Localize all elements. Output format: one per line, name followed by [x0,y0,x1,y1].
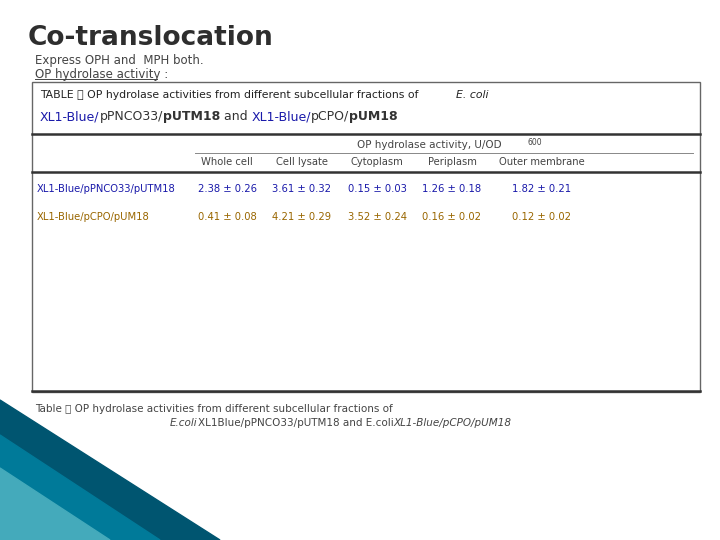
Text: 1.26 ± 0.18: 1.26 ± 0.18 [423,184,482,194]
Text: 3.61 ± 0.32: 3.61 ± 0.32 [272,184,331,194]
Text: 3.52 ± 0.24: 3.52 ± 0.24 [348,212,407,222]
Text: 4.21 ± 0.29: 4.21 ± 0.29 [272,212,332,222]
Text: Table ： OP hydrolase activities from different subcellular fractions of: Table ： OP hydrolase activities from dif… [35,404,392,414]
Text: Cytoplasm: Cytoplasm [351,157,403,167]
Text: Whole cell: Whole cell [201,157,253,167]
Text: XL1-Blue/pCPO/pUM18: XL1-Blue/pCPO/pUM18 [393,418,511,428]
Text: OP hydrolase activity :: OP hydrolase activity : [35,68,168,81]
Polygon shape [0,400,220,540]
Bar [32,82,700,392]
Polygon shape [0,435,160,540]
Text: pUTM18: pUTM18 [163,110,220,123]
Text: E. coli: E. coli [456,90,488,100]
Text: 0.16 ± 0.02: 0.16 ± 0.02 [423,212,482,222]
Text: 2.38 ± 0.26: 2.38 ± 0.26 [197,184,256,194]
Text: 0.12 ± 0.02: 0.12 ± 0.02 [513,212,572,222]
Polygon shape [0,468,110,540]
Text: pCPO/: pCPO/ [311,110,349,123]
Text: 600: 600 [528,138,543,147]
Text: and: and [220,110,252,123]
Text: XL1-Blue/pCPO/pUM18: XL1-Blue/pCPO/pUM18 [37,212,150,222]
Text: XL1Blue/pPNCO33/pUTM18 and E.coli: XL1Blue/pPNCO33/pUTM18 and E.coli [197,418,393,428]
Text: Cell lysate: Cell lysate [276,157,328,167]
Text: 1.82 ± 0.21: 1.82 ± 0.21 [513,184,572,194]
Text: E.coli: E.coli [170,418,197,428]
Text: Co-translocation: Co-translocation [28,25,274,51]
Text: 0.15 ± 0.03: 0.15 ± 0.03 [348,184,406,194]
Text: Periplasm: Periplasm [428,157,477,167]
Text: Express OPH and  MPH both.: Express OPH and MPH both. [35,54,204,67]
Text: pUM18: pUM18 [349,110,398,123]
Text: TABLE ： OP hydrolase activities from different subcellular fractions of: TABLE ： OP hydrolase activities from dif… [40,90,422,100]
Text: XL1-Blue/: XL1-Blue/ [40,110,99,123]
Text: OP hydrolase activity, U/OD: OP hydrolase activity, U/OD [356,140,501,150]
Text: XL1-Blue/pPNCO33/pUTM18: XL1-Blue/pPNCO33/pUTM18 [37,184,176,194]
Text: pPNCO33/: pPNCO33/ [99,110,163,123]
Text: Outer membrane: Outer membrane [499,157,585,167]
Text: XL1-Blue/: XL1-Blue/ [252,110,311,123]
Text: 0.41 ± 0.08: 0.41 ± 0.08 [197,212,256,222]
